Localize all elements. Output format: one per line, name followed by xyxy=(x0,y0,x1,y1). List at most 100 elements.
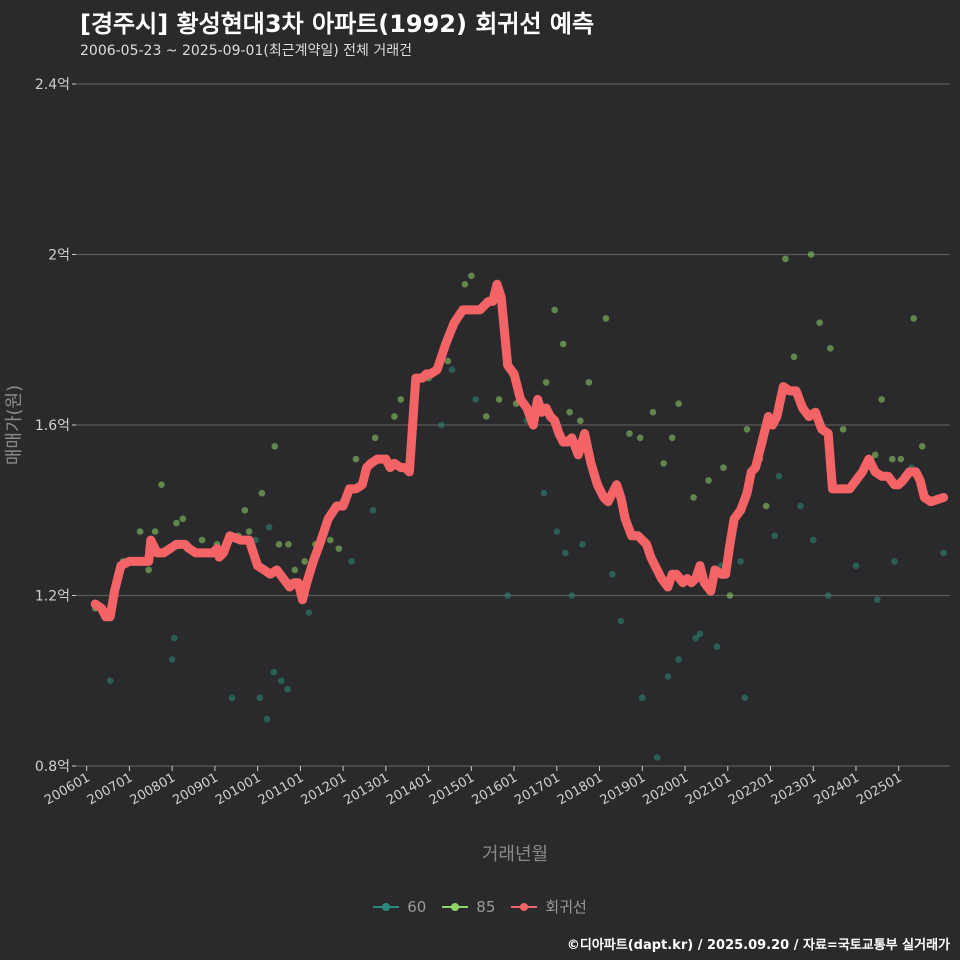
x-tick-label: 202001 xyxy=(641,770,691,808)
legend-label-60: 60 xyxy=(407,897,427,916)
data-point-85 xyxy=(726,592,734,599)
data-point-60 xyxy=(771,532,779,540)
data-point-60 xyxy=(263,715,271,723)
data-point-60 xyxy=(741,694,749,702)
legend: 60 85 회귀선 xyxy=(0,896,960,917)
x-tick-label: 201801 xyxy=(555,770,605,808)
legend-key-regression xyxy=(511,900,538,914)
data-point-85 xyxy=(335,545,343,552)
data-point-60 xyxy=(579,541,586,548)
data-point-60 xyxy=(540,489,548,497)
x-tick-label: 202101 xyxy=(683,770,733,808)
x-tick-label: 202301 xyxy=(769,770,819,808)
data-point-60 xyxy=(874,596,881,604)
data-point-85 xyxy=(897,455,905,463)
data-point-85 xyxy=(839,425,847,433)
data-point-60 xyxy=(824,592,832,599)
data-point-85 xyxy=(559,340,567,348)
data-point-85 xyxy=(482,413,490,420)
data-point-85 xyxy=(720,464,727,471)
data-point-60 xyxy=(940,549,947,557)
data-point-85 xyxy=(551,306,558,314)
regression-line xyxy=(90,279,949,622)
data-point-85 xyxy=(136,528,144,535)
x-tick-label: 201901 xyxy=(598,770,648,808)
data-point-60 xyxy=(170,634,178,642)
x-tick-label: 201401 xyxy=(384,770,434,808)
data-point-85 xyxy=(275,541,283,548)
data-point-60 xyxy=(305,609,313,616)
data-point-60 xyxy=(106,677,114,685)
x-tick-label: 200701 xyxy=(85,770,135,808)
data-point-85 xyxy=(145,566,152,574)
x-tick-label: 201701 xyxy=(512,770,562,808)
data-point-60 xyxy=(504,592,511,599)
data-point-60 xyxy=(713,643,721,650)
legend-item-85: 85 xyxy=(442,898,495,916)
data-point-85 xyxy=(668,434,676,442)
data-point-85 xyxy=(585,379,593,386)
data-point-85 xyxy=(649,408,657,416)
data-point-60 xyxy=(809,536,817,544)
data-point-85 xyxy=(151,528,159,535)
legend-item-regression: 회귀선 xyxy=(511,896,587,917)
data-point-85 xyxy=(782,255,789,263)
data-point-60 xyxy=(265,524,273,531)
x-tick-label: 201601 xyxy=(470,770,520,808)
data-point-85 xyxy=(245,528,253,535)
data-point-60 xyxy=(438,421,445,429)
data-point-85 xyxy=(602,315,610,322)
data-point-60 xyxy=(775,472,783,480)
x-tick-label: 202401 xyxy=(811,770,861,808)
data-point-85 xyxy=(258,489,266,497)
data-point-85 xyxy=(271,443,279,450)
data-point-85 xyxy=(461,281,469,288)
data-point-85 xyxy=(371,434,379,442)
data-point-85 xyxy=(636,434,644,442)
footer-credit: ©디아파트(dapt.kr) / 2025.09.20 / 자료=국토교통부 실… xyxy=(566,938,950,953)
legend-key-85 xyxy=(442,900,469,914)
data-point-60 xyxy=(369,506,377,514)
x-tick-label: 201501 xyxy=(427,770,477,808)
legend-key-60 xyxy=(373,900,400,914)
data-point-60 xyxy=(448,366,456,373)
x-axis-label: 거래년월 xyxy=(482,844,548,865)
legend-label-regression: 회귀선 xyxy=(545,898,587,916)
data-point-85 xyxy=(397,396,405,403)
data-point-85 xyxy=(889,455,896,463)
x-tick-label: 200801 xyxy=(128,770,178,808)
data-point-60 xyxy=(270,668,278,676)
chart-subtitle: 2006-05-23 ~ 2025-09-01(최근계약일) 전체 거래건 xyxy=(80,43,412,59)
y-axis-ticks: 0.8억 1.2억 1.6억 2억 2.4억 xyxy=(35,77,76,775)
data-point-60 xyxy=(696,630,704,638)
x-tick-label: 201001 xyxy=(213,770,263,808)
data-point-60 xyxy=(553,528,561,535)
data-point-85 xyxy=(352,455,360,463)
y-tick-label: 0.8억 xyxy=(35,759,70,775)
scatter-points xyxy=(91,251,947,761)
data-point-85 xyxy=(790,353,798,361)
data-point-60 xyxy=(348,558,355,565)
data-point-85 xyxy=(198,536,206,544)
data-point-85 xyxy=(871,451,879,459)
data-point-60 xyxy=(472,396,479,403)
data-point-85 xyxy=(743,425,751,433)
data-point-60 xyxy=(168,656,176,663)
data-point-85 xyxy=(660,460,667,467)
data-point-85 xyxy=(326,536,334,544)
data-point-85 xyxy=(878,396,885,403)
data-point-60 xyxy=(664,673,672,680)
data-point-85 xyxy=(918,443,926,450)
data-point-85 xyxy=(391,413,398,420)
regression-line-group xyxy=(90,279,949,622)
data-point-60 xyxy=(609,570,616,578)
data-point-60 xyxy=(638,694,646,702)
data-point-85 xyxy=(173,519,180,527)
y-tick-label: 2억 xyxy=(48,248,70,264)
x-tick-label: 201101 xyxy=(256,770,306,808)
data-point-85 xyxy=(762,502,770,510)
x-tick-label: 201301 xyxy=(341,770,391,808)
data-point-85 xyxy=(542,379,550,386)
data-point-85 xyxy=(495,396,503,403)
data-point-60 xyxy=(797,502,804,510)
